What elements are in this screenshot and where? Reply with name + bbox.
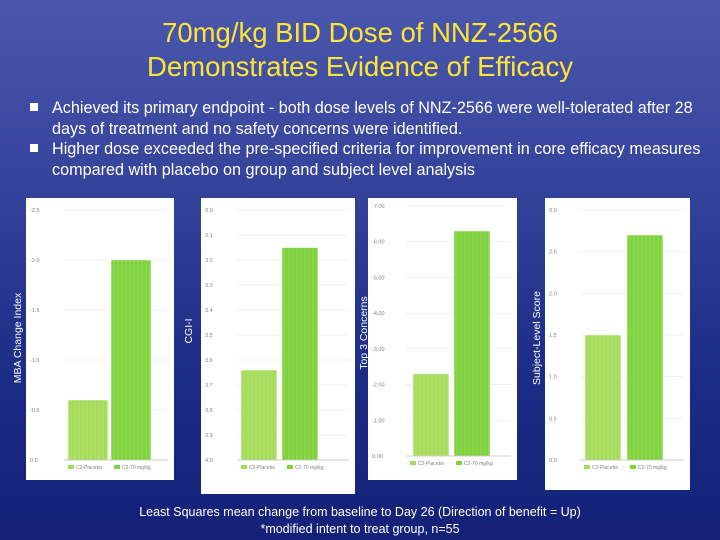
y-tick-label: -7.00 (372, 204, 385, 210)
bar-placebo (67, 399, 109, 461)
y-tick-label: -1.0 (30, 358, 39, 364)
y-tick-label: 0.5 (549, 416, 557, 422)
bar-dose (281, 247, 319, 461)
y-tick-label: 3.9 (205, 433, 213, 439)
y-tick-label: -6.00 (372, 240, 385, 246)
y-tick-label: 0.0 (549, 458, 557, 464)
y-tick-label: -1.00 (372, 418, 385, 424)
bullet-text-2: Higher dose exceeded the pre-specified c… (52, 140, 701, 179)
y-tick-label: 3.6 (205, 358, 213, 364)
title-line-1: 70mg/kg BID Dose of NNZ-2566 (162, 17, 558, 48)
bar-placebo (240, 369, 278, 461)
legend-label: C2-Placebo (592, 465, 618, 471)
y-tick-label: 3.4 (205, 308, 213, 314)
y-tick-label: 4.0 (205, 458, 213, 464)
legend-swatch (68, 465, 74, 469)
y-tick-label: -2.5 (30, 208, 39, 214)
y-tick-label: 3.8 (205, 408, 213, 414)
chart-svg: -2.5 -2.0 -1.5 -1.0 -0.5 0.0 C2-Placebo C2-70 m… (30, 208, 168, 471)
bar-placebo (412, 373, 450, 457)
y-tick-label: 0.00 (372, 454, 383, 460)
chart-svg: -7.00 -6.00 -5.00 -4.00 -3.00 -2.00 -1.00 0.00 C… (372, 204, 511, 467)
legend-label: C2-Placebo (418, 461, 444, 467)
chart-top-3-concerns: -7.00 -6.00 -5.00 -4.00 -3.00 -2.00 -1.00 0.00 C… (368, 198, 517, 480)
bullet-list: Achieved its primary endpoint - both dos… (30, 98, 710, 180)
y-tick-label: -4.00 (372, 311, 385, 317)
chart-svg: 3.0 3.1 3.2 3.3 3.4 3.5 3.6 3.7 3.8 3.9 4.0 C2-Plac… (205, 208, 349, 471)
y-tick-label: 2.5 (549, 250, 557, 256)
slide-title: 70mg/kg BID Dose of NNZ-2566 Demonstrate… (0, 16, 720, 84)
chart-svg: 3.0 2.5 2.0 1.5 1.0 0.5 0.0 C2-Placebo C2-70 mg/… (549, 208, 684, 471)
chart-mba-change-index: -2.5 -2.0 -1.5 -1.0 -0.5 0.0 C2-Placebo C2-70 m… (26, 198, 174, 480)
legend-swatch (584, 465, 590, 469)
y-tick-label: 1.5 (549, 333, 557, 339)
chart-subject-level-score: 3.0 2.5 2.0 1.5 1.0 0.5 0.0 C2-Placebo C2-70 mg/… (545, 198, 690, 490)
legend-swatch (241, 465, 247, 469)
legend-swatch (410, 461, 416, 465)
legend-label: C2-Placebo (76, 465, 102, 471)
y-tick-label: 1.0 (549, 375, 557, 381)
y-tick-label: 3.0 (549, 208, 557, 214)
square-bullet-icon (30, 103, 38, 111)
y-tick-label: -5.00 (372, 275, 385, 281)
chart-cgi-i: 3.0 3.1 3.2 3.3 3.4 3.5 3.6 3.7 3.8 3.9 4.0 C2-Plac… (201, 198, 355, 494)
footer-footnote: *modified intent to treat group, n=55 (260, 522, 460, 536)
bar-placebo (584, 334, 622, 461)
y-tick-label: 3.5 (205, 333, 213, 339)
legend-label: C2-70 mg/kg (122, 465, 151, 471)
y-tick-label: -1.5 (30, 308, 39, 314)
legend-label: C2-70 mg/kg (295, 465, 324, 471)
bullet-item: Achieved its primary endpoint - both dos… (30, 98, 710, 139)
y-tick-label: 2.0 (549, 291, 557, 297)
y-tick-label: -0.5 (30, 408, 39, 414)
chart-ylabel: Top 3 Concerns (358, 296, 370, 370)
y-tick-label: 3.3 (205, 283, 213, 289)
square-bullet-icon (30, 144, 38, 152)
legend-label: C2-70 mg/kg (464, 461, 493, 467)
y-tick-label: 0.0 (30, 458, 38, 464)
legend-swatch (114, 465, 120, 469)
y-tick-label: -2.0 (30, 258, 39, 264)
bar-dose (626, 234, 664, 461)
bar-dose (110, 259, 152, 461)
bullet-text-1: Achieved its primary endpoint - both dos… (52, 99, 693, 138)
chart-ylabel: MBA Change Index (12, 292, 24, 384)
chart-ylabel: CGI-I (183, 318, 195, 344)
y-tick-label: 3.0 (205, 208, 213, 214)
y-tick-label: 3.1 (205, 233, 213, 239)
title-line-2: Demonstrates Evidence of Efficacy (147, 51, 573, 82)
chart-ylabel: Subject-Level Score (531, 291, 543, 385)
legend-swatch (630, 465, 636, 469)
legend-swatch (456, 461, 462, 465)
y-tick-label: -3.00 (372, 347, 385, 353)
y-tick-label: -2.00 (372, 383, 385, 389)
legend-label: C2-70 mg/kg (638, 465, 667, 471)
y-tick-label: 3.7 (205, 383, 213, 389)
bar-dose (453, 230, 491, 457)
footer-note: Least Squares mean change from baseline … (139, 505, 581, 519)
y-tick-label: 3.2 (205, 258, 213, 264)
legend-swatch (287, 465, 293, 469)
legend-label: C2-Placebo (249, 465, 275, 471)
bullet-item: Higher dose exceeded the pre-specified c… (30, 139, 710, 180)
